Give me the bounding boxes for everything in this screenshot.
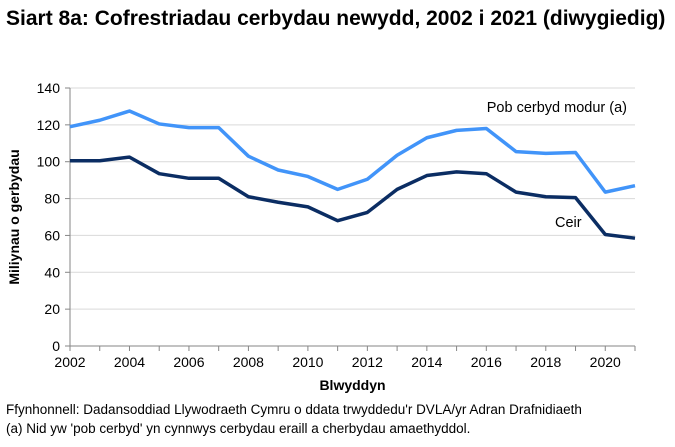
series-line-ceir xyxy=(70,155,636,240)
y-axis-label: Miliynau o gerbydau xyxy=(6,149,22,284)
y-tick-label: 120 xyxy=(37,117,61,133)
x-tick-label: 2006 xyxy=(173,354,204,370)
x-tick-label: 2004 xyxy=(114,354,145,370)
x-axis-label: Blwyddyn xyxy=(319,377,385,393)
series-label-pob-cerbyd: Pob cerbyd modur (a) xyxy=(487,100,627,116)
series-label-ceir: Ceir xyxy=(555,215,582,231)
x-tick-label: 2018 xyxy=(530,354,561,370)
x-tick-label: 2016 xyxy=(471,354,502,370)
footnote: (a) Nid yw 'pob cerbyd' yn cynnwys cerby… xyxy=(6,421,471,436)
y-tick-label: 0 xyxy=(52,338,60,354)
y-tick-label: 100 xyxy=(37,154,61,170)
x-tick-label: 2020 xyxy=(590,354,621,370)
y-tick-label: 80 xyxy=(44,191,60,207)
y-tick-label: 60 xyxy=(44,227,60,243)
y-tick-label: 40 xyxy=(44,264,60,280)
series-line-pob-cerbyd xyxy=(69,109,636,194)
x-tick-label: 2002 xyxy=(54,354,85,370)
x-tick-label: 2010 xyxy=(292,354,323,370)
chart-title: Siart 8a: Cofrestriadau cerbydau newydd,… xyxy=(6,7,666,30)
x-tick-label: 2014 xyxy=(411,354,442,370)
x-tick-label: 2008 xyxy=(233,354,264,370)
source-note: Ffynhonnell: Dadansoddiad Llywodraeth Cy… xyxy=(6,402,582,417)
x-tick-label: 2012 xyxy=(352,354,383,370)
y-tick-label: 20 xyxy=(44,301,60,317)
y-tick-label: 140 xyxy=(37,80,61,96)
